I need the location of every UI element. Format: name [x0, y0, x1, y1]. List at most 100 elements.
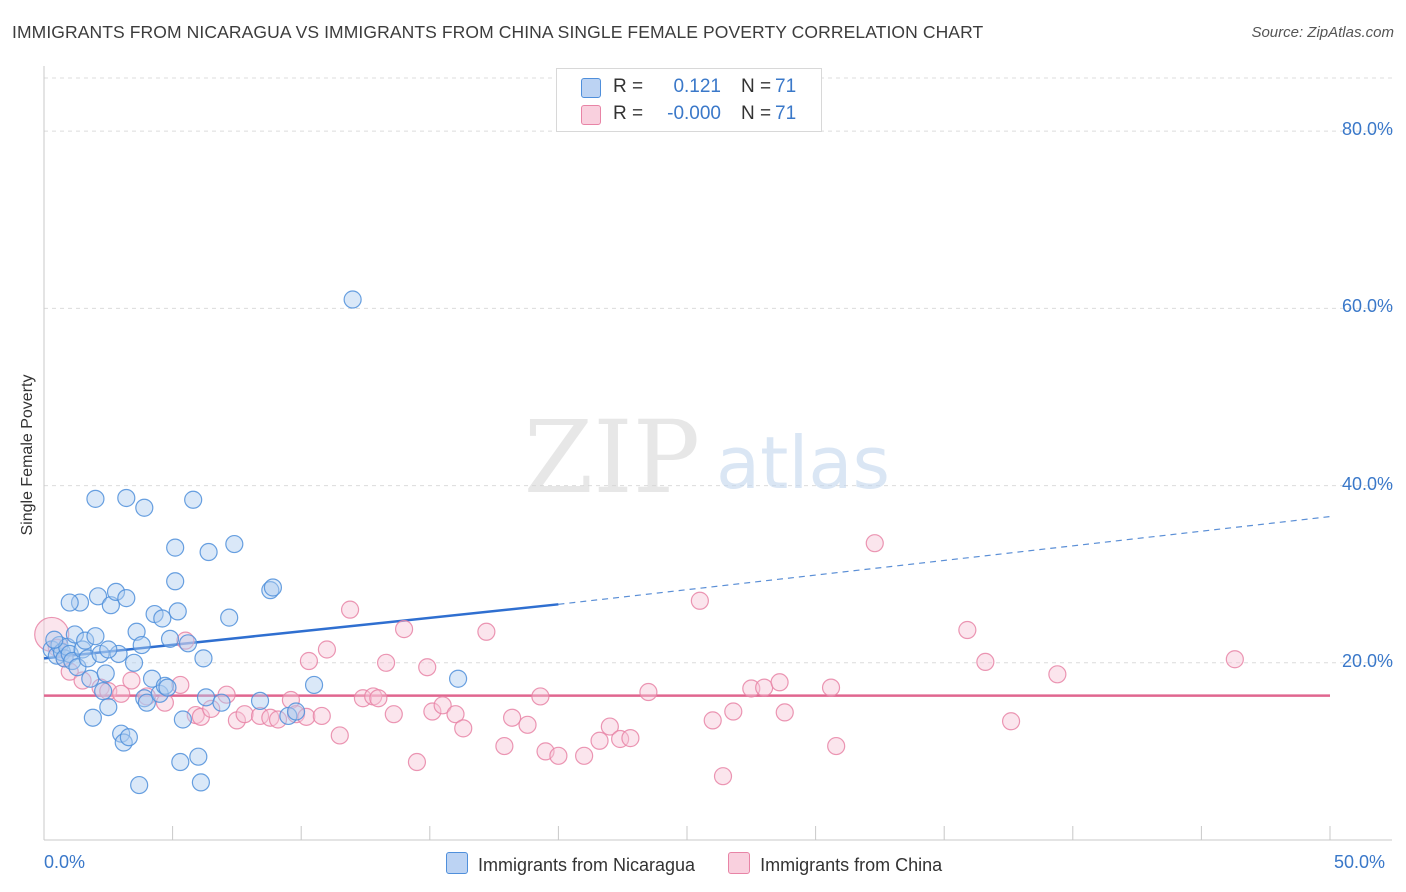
point-nicaragua	[132, 635, 151, 655]
point-nicaragua	[119, 728, 138, 747]
point-nicaragua	[83, 708, 102, 727]
point-china	[423, 702, 442, 721]
point-china	[1001, 712, 1021, 731]
legend-r-value: -0.000	[667, 103, 721, 124]
point-nicaragua	[86, 627, 105, 646]
point-china	[1048, 665, 1067, 684]
point-china	[407, 752, 427, 772]
point-china	[958, 620, 977, 640]
point-china	[112, 684, 131, 703]
point-china	[690, 591, 709, 610]
point-china	[495, 736, 514, 756]
point-china	[1225, 650, 1244, 669]
point-china	[600, 717, 619, 736]
series-legend: Immigrants from Nicaragua Immigrants fro…	[446, 852, 970, 876]
watermark-zip: ZIP	[524, 399, 700, 516]
point-nicaragua	[99, 697, 118, 717]
point-nicaragua	[225, 534, 244, 554]
point-nicaragua	[135, 498, 154, 517]
point-nicaragua	[137, 693, 156, 712]
y-tick-label: 80.0%	[1341, 119, 1393, 140]
point-nicaragua	[45, 630, 64, 649]
point-nicaragua	[304, 675, 324, 695]
point-china	[312, 706, 331, 726]
series-name-china: Immigrants from China	[760, 855, 943, 875]
point-china	[742, 679, 761, 698]
point-nicaragua	[250, 691, 270, 710]
point-china	[976, 652, 995, 672]
legend-r-label: R =	[613, 103, 644, 124]
chart-title: IMMIGRANTS FROM NICARAGUA VS IMMIGRANTS …	[12, 22, 984, 42]
point-nicaragua	[109, 644, 128, 664]
point-china	[394, 620, 414, 639]
point-china	[639, 682, 658, 702]
point-nicaragua	[184, 490, 203, 509]
point-china	[297, 707, 316, 726]
point-nicaragua	[81, 669, 100, 688]
point-nicaragua	[153, 609, 172, 628]
y-axis-label: Single Female Poverty	[19, 374, 36, 536]
point-nicaragua	[130, 775, 149, 795]
point-china	[503, 708, 522, 727]
point-china	[418, 658, 437, 677]
point-china	[202, 699, 221, 718]
point-china	[454, 719, 473, 738]
point-china	[549, 746, 568, 765]
gridlines	[44, 77, 1392, 664]
point-china	[299, 651, 319, 671]
watermark-atlas: atlas	[716, 421, 890, 505]
series-legend-china: Immigrants from China	[728, 852, 942, 876]
point-china	[865, 534, 884, 553]
point-nicaragua	[99, 640, 118, 659]
trend-line-nicaragua-solid	[43, 603, 559, 660]
point-china	[821, 678, 841, 697]
point-nicaragua	[448, 669, 468, 688]
point-nicaragua	[261, 581, 280, 600]
source-label: Source: ZipAtlas.com	[1251, 24, 1394, 41]
y-tick-label: 60.0%	[1341, 296, 1393, 317]
point-china	[317, 640, 337, 659]
point-china	[446, 705, 465, 724]
point-china	[827, 736, 846, 756]
point-nicaragua	[106, 582, 126, 602]
series-name-nicaragua: Immigrants from Nicaragua	[478, 855, 696, 875]
series-swatch-nicaragua	[446, 852, 468, 874]
y-tick-label: 40.0%	[1341, 473, 1393, 494]
point-nicaragua	[70, 593, 90, 612]
point-china	[713, 767, 733, 786]
point-china	[369, 689, 388, 708]
legend-n-value: 71	[775, 103, 797, 124]
point-nicaragua	[76, 631, 95, 650]
x-tick-label-max: 50.0%	[1334, 852, 1386, 872]
point-china	[268, 710, 288, 729]
x-tick-label-min: 0.0%	[44, 852, 86, 872]
point-nicaragua	[173, 710, 192, 729]
point-china	[755, 678, 774, 697]
legend-row-china: R = -0.000 N = 71	[557, 101, 821, 127]
correlation-legend: R = 0.121 N = 71 R = -0.000 N = 71	[556, 68, 822, 132]
series-legend-nicaragua: Immigrants from Nicaragua	[446, 852, 695, 876]
legend-n-label: N =	[741, 76, 772, 97]
point-nicaragua	[96, 664, 115, 683]
axes	[43, 66, 1392, 841]
point-nicaragua	[88, 587, 108, 606]
point-nicaragua	[86, 489, 105, 508]
point-china	[376, 653, 396, 672]
point-nicaragua	[343, 290, 362, 309]
point-china	[281, 690, 301, 710]
point-nicaragua	[124, 653, 144, 672]
point-nicaragua	[60, 593, 79, 612]
point-nicaragua	[160, 629, 180, 648]
trend-lines	[43, 515, 1331, 697]
point-china	[477, 622, 496, 641]
point-nicaragua	[220, 608, 239, 627]
legend-r-label: R =	[613, 76, 644, 97]
legend-r-value: 0.121	[673, 76, 721, 97]
point-nicaragua	[166, 572, 185, 591]
point-china	[384, 705, 403, 724]
point-nicaragua	[196, 688, 216, 707]
point-china	[235, 705, 254, 724]
point-china	[703, 711, 722, 730]
point-nicaragua	[168, 602, 187, 621]
